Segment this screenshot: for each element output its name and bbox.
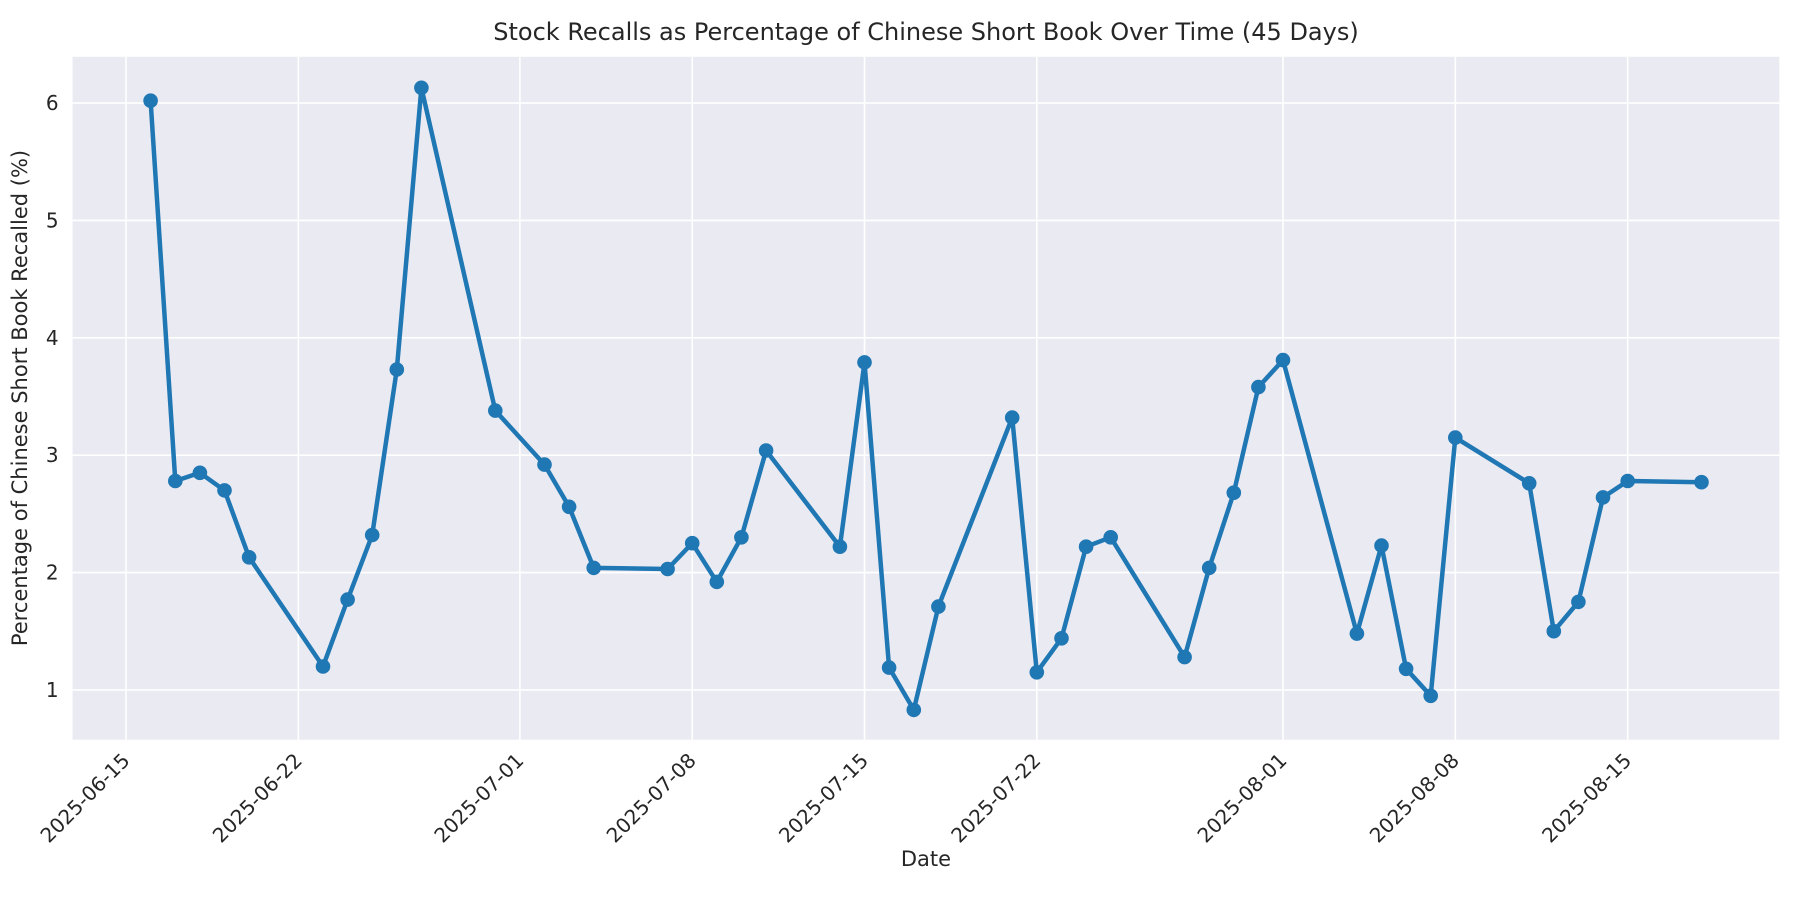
x-tick-label: 2025-07-15 <box>774 748 873 847</box>
data-point <box>1595 490 1611 505</box>
x-axis-label: Date <box>901 847 951 871</box>
x-tick-label: 2025-07-08 <box>602 748 701 847</box>
data-point <box>758 443 774 458</box>
data-point <box>586 560 601 576</box>
x-tick-label: 2025-07-01 <box>429 748 528 847</box>
data-point <box>1571 594 1586 610</box>
data-point <box>931 599 946 614</box>
data-point <box>414 80 429 96</box>
data-point <box>143 93 158 108</box>
chart-title: Stock Recalls as Percentage of Chinese S… <box>493 18 1358 46</box>
data-series <box>143 80 1709 718</box>
data-point <box>217 483 232 498</box>
data-point <box>315 659 331 674</box>
data-point <box>192 465 208 481</box>
y-axis-label: Percentage of Chinese Short Book Recalle… <box>8 150 32 646</box>
plot-area <box>72 56 1780 740</box>
y-tick-label: 3 <box>46 443 59 467</box>
data-point <box>906 702 922 718</box>
data-point <box>684 535 700 551</box>
data-point <box>1226 485 1242 501</box>
data-point <box>537 457 552 472</box>
x-tick-label: 2025-08-08 <box>1365 748 1464 847</box>
data-point <box>1349 626 1365 641</box>
data-point <box>660 561 675 577</box>
data-point <box>1423 688 1438 704</box>
data-point <box>1251 379 1266 395</box>
x-tick-label: 2025-07-22 <box>946 748 1045 847</box>
data-point <box>1374 538 1389 553</box>
y-tick-label: 1 <box>46 678 59 702</box>
data-point <box>1448 430 1463 445</box>
data-point <box>561 499 577 515</box>
x-tick-label: 2025-08-01 <box>1192 748 1291 847</box>
data-point <box>364 527 380 543</box>
data-point <box>881 660 897 675</box>
data-point <box>1004 410 1020 425</box>
data-point <box>1103 530 1118 545</box>
data-point <box>1521 476 1537 491</box>
data-point <box>1029 665 1045 680</box>
data-point <box>734 530 749 545</box>
data-point <box>1694 474 1709 490</box>
data-point <box>857 355 872 370</box>
data-point <box>1201 560 1217 576</box>
data-point <box>1275 352 1291 368</box>
x-tick-label: 2025-06-22 <box>208 748 307 847</box>
y-tick-label: 4 <box>46 326 59 350</box>
data-point <box>241 550 257 565</box>
y-axis-tick-labels: 1 2 3 4 5 6 <box>46 91 59 702</box>
data-point <box>389 362 405 377</box>
y-tick-label: 6 <box>46 91 59 115</box>
x-axis-tick-labels: 2025-06-15 2025-06-22 2025-07-01 2025-07-08… <box>35 748 1636 847</box>
x-tick-label: 2025-06-15 <box>35 748 134 847</box>
data-point <box>1546 623 1562 639</box>
data-point <box>1177 649 1192 665</box>
data-point <box>1620 473 1635 489</box>
data-point <box>340 592 355 607</box>
gridlines <box>72 56 1780 740</box>
data-point <box>1398 661 1414 677</box>
data-point <box>168 473 183 489</box>
y-tick-label: 5 <box>46 208 59 232</box>
data-point <box>1078 539 1094 554</box>
data-point <box>1054 631 1069 646</box>
data-point <box>832 539 848 554</box>
x-tick-label: 2025-08-15 <box>1537 748 1636 847</box>
data-point <box>709 574 725 590</box>
data-point <box>488 403 503 418</box>
y-tick-label: 2 <box>46 561 59 585</box>
